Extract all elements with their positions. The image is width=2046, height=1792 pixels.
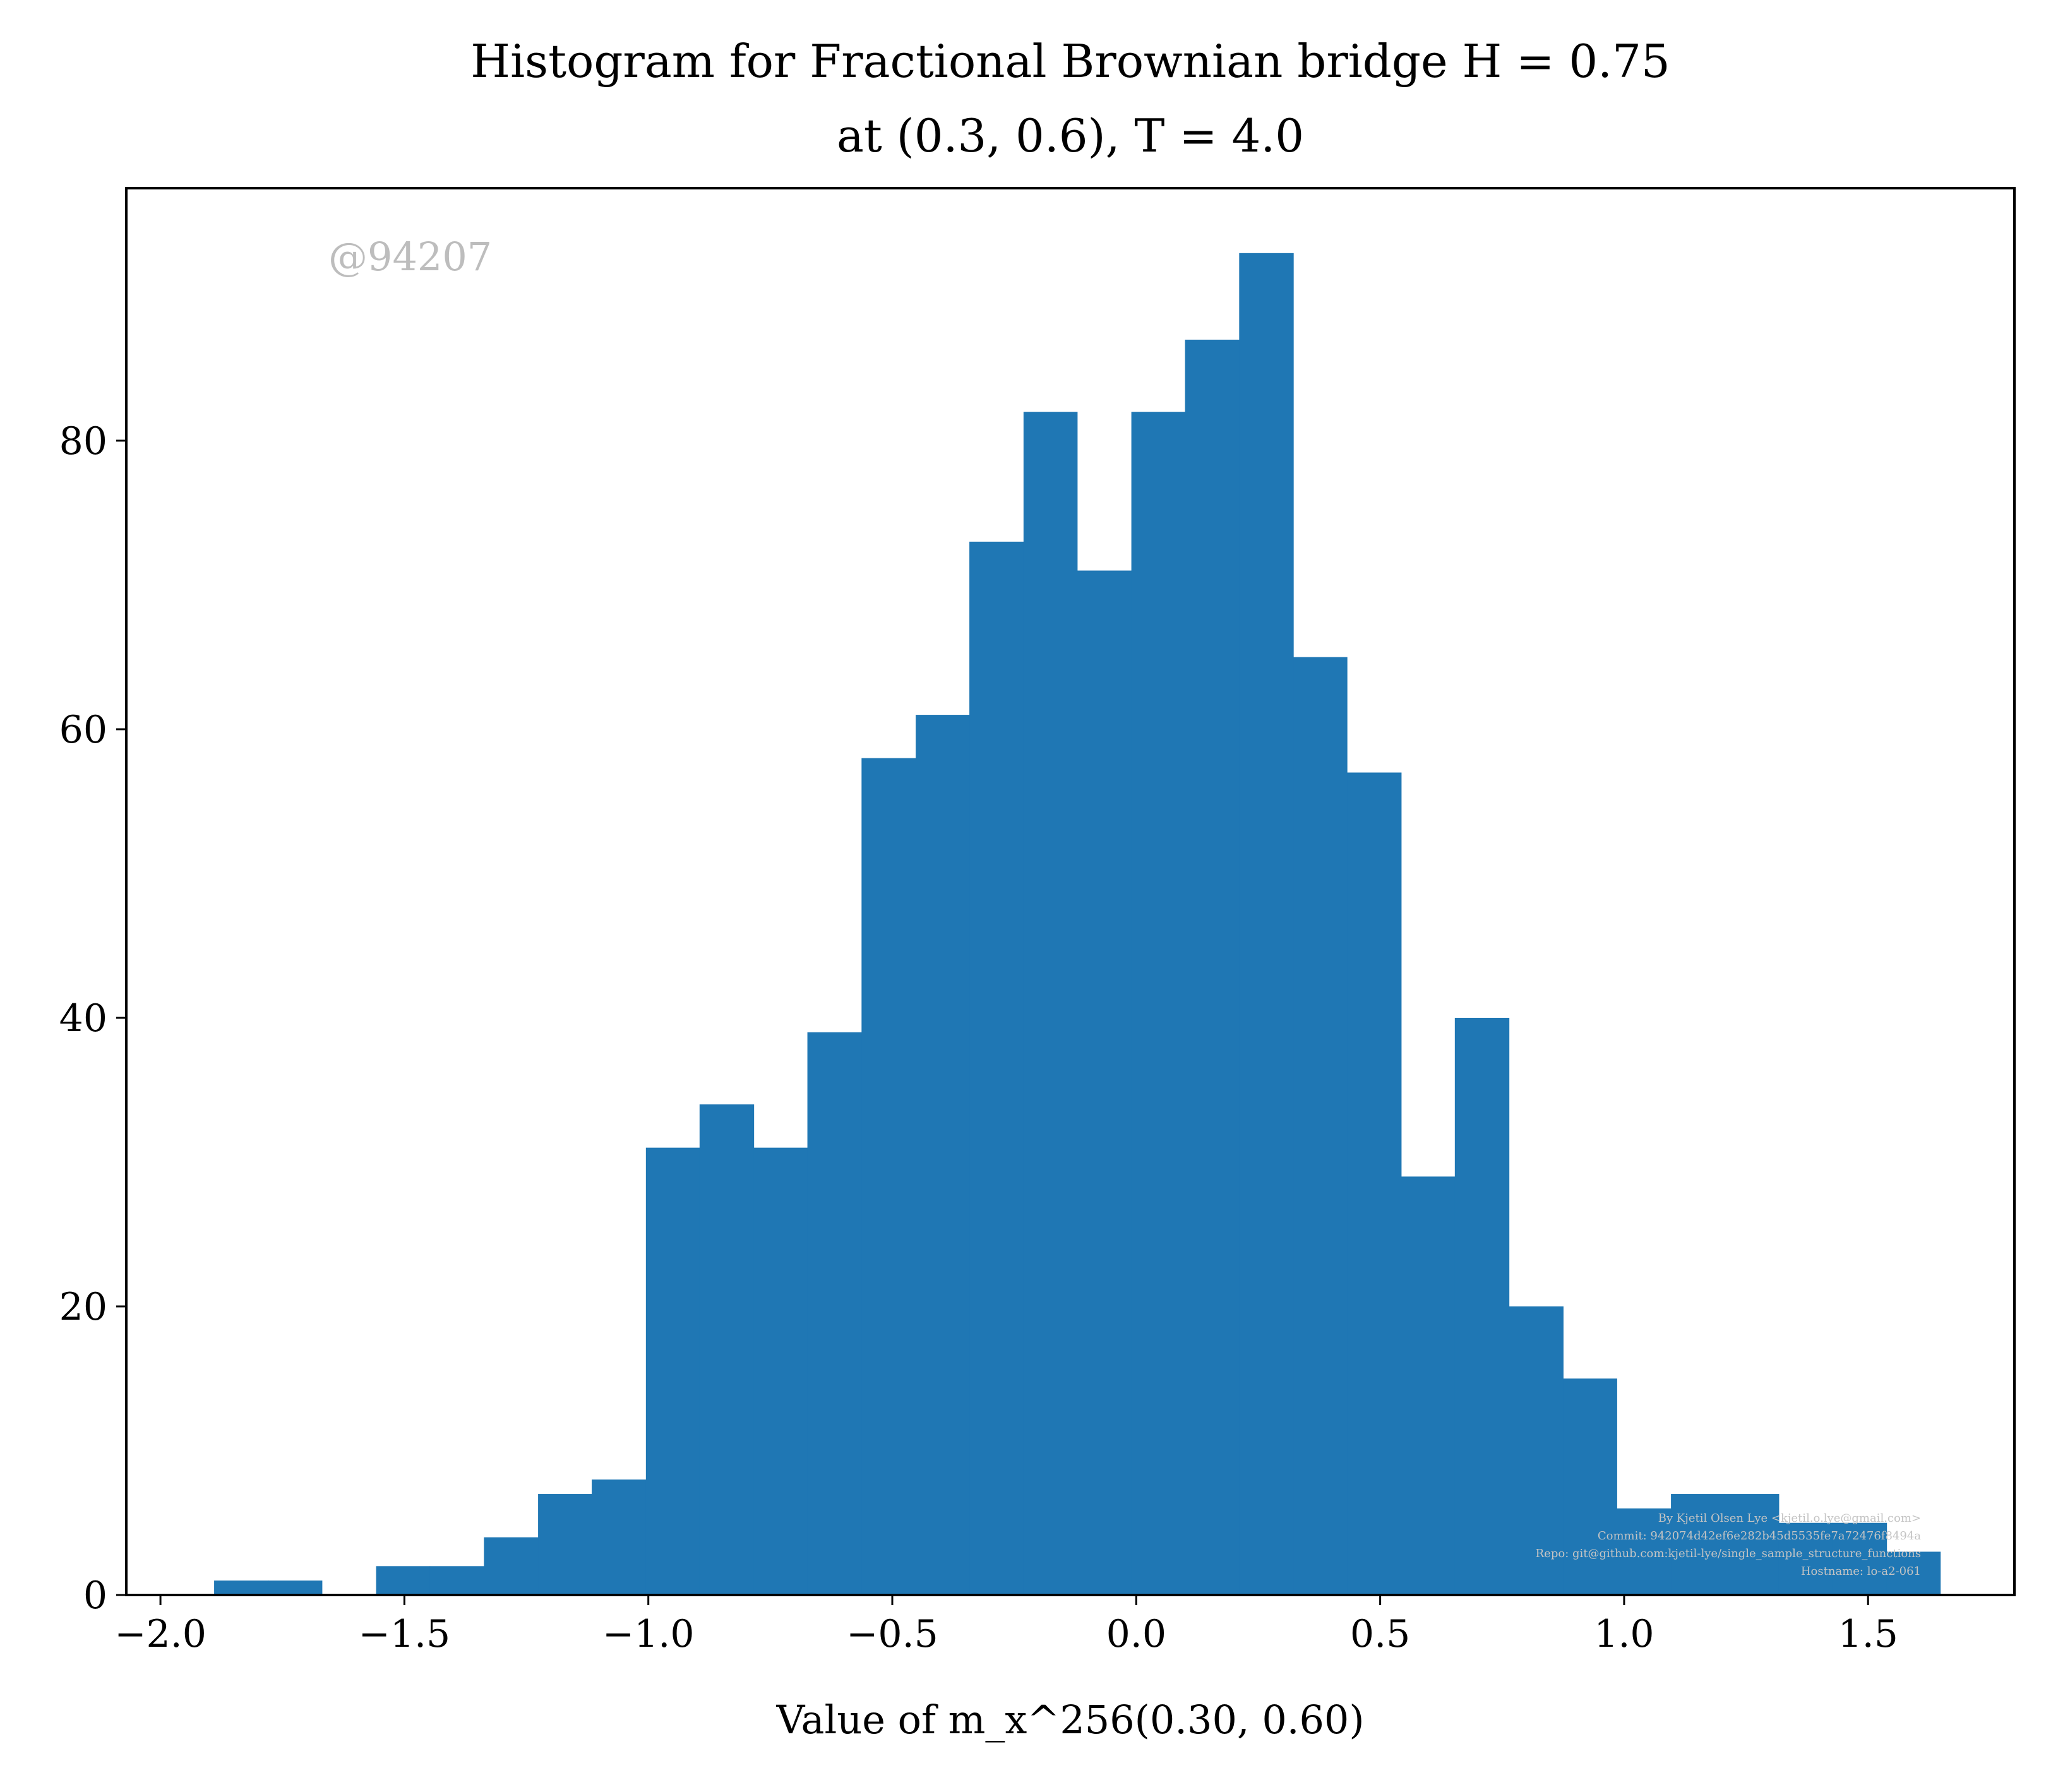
credit-line: Hostname: lo-a2-061 xyxy=(1801,1565,1921,1578)
y-tick-label: 20 xyxy=(59,1285,107,1329)
watermark-text: @94207 xyxy=(328,234,492,280)
histogram-bar xyxy=(1563,1378,1617,1595)
y-tick-label: 40 xyxy=(59,996,107,1041)
plot-frame xyxy=(125,187,2016,1596)
x-tick-label: −1.0 xyxy=(602,1612,695,1656)
x-axis-ticks: −2.0 −1.5 −1.0 −0.5 0.0 0.5 1.0 1.5 xyxy=(114,1595,1898,1656)
x-tick-label: 1.5 xyxy=(1838,1612,1898,1656)
x-tick-label: −1.5 xyxy=(359,1612,451,1656)
y-tick-label: 80 xyxy=(59,419,107,463)
histogram-bar xyxy=(1725,1494,1780,1595)
histogram-bar xyxy=(1886,1551,1941,1595)
histogram-bar xyxy=(1454,1017,1510,1595)
x-tick-label: −2.0 xyxy=(114,1612,206,1656)
histogram-bar xyxy=(753,1147,808,1595)
y-tick-label: 60 xyxy=(59,708,107,752)
histogram-bar xyxy=(376,1566,431,1595)
chart-title-line-2: at (0.3, 0.6), T = 4.0 xyxy=(837,109,1304,162)
y-tick-label: 0 xyxy=(83,1574,107,1618)
histogram-bar xyxy=(1401,1176,1456,1595)
histogram-bar xyxy=(484,1537,539,1595)
histogram-bar xyxy=(1671,1494,1725,1595)
histogram-bar xyxy=(592,1479,647,1595)
histogram-bar xyxy=(1077,570,1132,1595)
x-tick-label: 1.0 xyxy=(1594,1612,1654,1656)
histogram-bar xyxy=(214,1580,269,1595)
histogram-bar xyxy=(1832,1522,1887,1595)
histogram-bar xyxy=(1347,772,1402,1595)
histogram-bar xyxy=(1778,1522,1833,1595)
x-tick-label: 0.0 xyxy=(1106,1612,1166,1656)
histogram-bar xyxy=(969,541,1024,1595)
histogram-bar xyxy=(1023,412,1078,1596)
histogram-bar xyxy=(861,758,916,1595)
histogram-bar xyxy=(1509,1306,1564,1595)
chart-title-line-1: Histogram for Fractional Brownian bridge… xyxy=(470,35,1670,88)
histogram-bar xyxy=(916,715,970,1595)
credit-block: By Kjetil Olsen Lye <kjetil.o.lye@gmail.… xyxy=(1536,1512,1922,1578)
histogram-bar xyxy=(1293,657,1348,1595)
x-axis-label: Value of m_x^256(0.30, 0.60) xyxy=(775,1697,1364,1743)
histogram-bar xyxy=(807,1032,862,1595)
histogram-bar xyxy=(1239,253,1294,1595)
y-axis-ticks: 0 20 40 60 80 xyxy=(59,419,126,1618)
histogram-bar xyxy=(538,1494,592,1595)
credit-line: Commit: 942074d42ef6e282b45d5535fe7a7247… xyxy=(1598,1529,1921,1543)
x-tick-label: −0.5 xyxy=(846,1612,938,1656)
credit-line: By Kjetil Olsen Lye <kjetil.o.lye@gmail.… xyxy=(1658,1512,1921,1525)
histogram-bars xyxy=(214,253,1941,1596)
histogram-bar xyxy=(1617,1508,1672,1595)
histogram-bar xyxy=(1185,339,1240,1595)
histogram-bar xyxy=(645,1147,700,1595)
histogram-bar xyxy=(1131,412,1186,1596)
histogram-bar xyxy=(429,1566,484,1595)
histogram-bar xyxy=(699,1104,755,1595)
credit-line: Repo: git@github.com:kjetil-lye/single_s… xyxy=(1536,1547,1921,1560)
x-tick-label: 0.5 xyxy=(1350,1612,1410,1656)
histogram-bar xyxy=(268,1580,323,1595)
